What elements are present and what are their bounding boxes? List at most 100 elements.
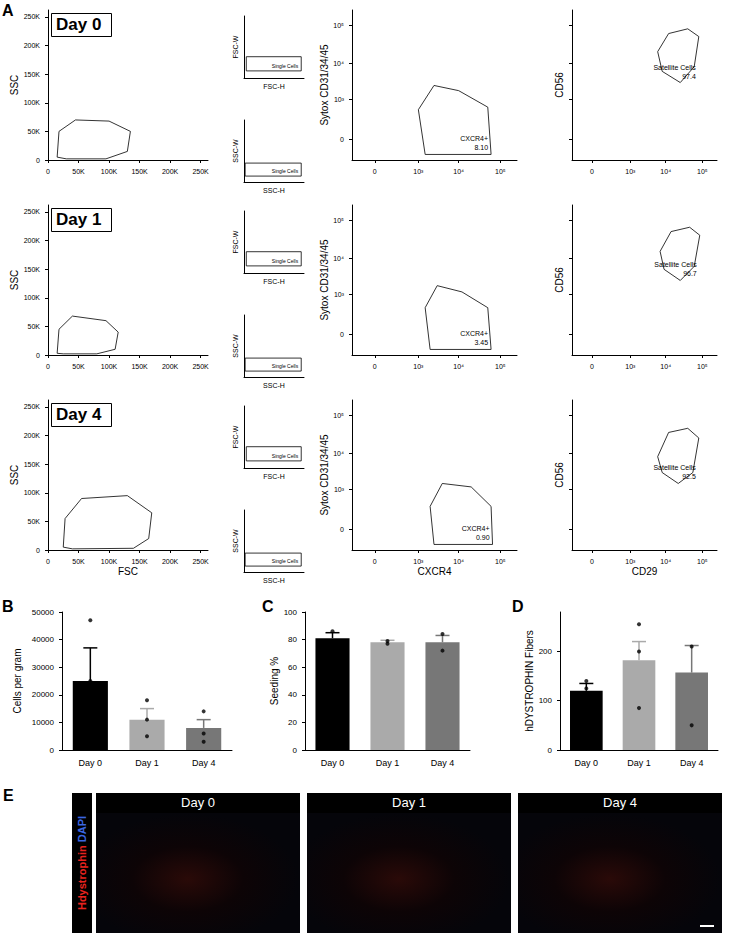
svg-text:10⁵: 10⁵ [697,168,708,175]
svg-text:20: 20 [288,718,297,727]
svg-text:CD56: CD56 [554,72,565,98]
svg-text:10⁴: 10⁴ [453,363,464,370]
svg-text:10³: 10³ [334,96,345,103]
svg-text:200K: 200K [162,168,179,175]
svg-text:B: B [2,598,14,615]
svg-text:SSC: SSC [9,465,20,486]
svg-text:CD56: CD56 [554,462,565,488]
svg-text:CD29: CD29 [632,566,658,577]
svg-text:150K: 150K [24,461,41,468]
svg-text:0: 0 [373,363,377,370]
svg-text:40: 40 [288,690,297,699]
svg-text:250K: 250K [192,363,209,370]
svg-text:10³: 10³ [413,363,424,370]
svg-text:10³: 10³ [625,363,636,370]
svg-text:250K: 250K [192,558,209,565]
svg-text:150K: 150K [131,363,148,370]
svg-text:Day 4: Day 4 [56,405,102,424]
svg-text:hDYSTROPHIN Fibers: hDYSTROPHIN Fibers [524,630,535,732]
svg-text:Sytox CD31/34/45: Sytox CD31/34/45 [319,239,330,321]
svg-text:200K: 200K [162,363,179,370]
svg-text:Day 1: Day 1 [56,210,101,229]
svg-text:Single Cells: Single Cells [272,558,299,564]
svg-text:100: 100 [284,608,298,617]
svg-text:10⁴: 10⁴ [660,168,671,175]
svg-text:CD56: CD56 [554,267,565,293]
svg-text:Sytox CD31/34/45: Sytox CD31/34/45 [319,434,330,516]
svg-text:Cells per gram: Cells per gram [12,648,23,713]
svg-text:10⁵: 10⁵ [495,558,506,565]
svg-text:10⁵: 10⁵ [697,558,708,565]
svg-text:10000: 10000 [32,718,55,727]
svg-text:0: 0 [340,136,344,143]
svg-text:60: 60 [288,663,297,672]
svg-text:Single Cells: Single Cells [272,453,299,459]
svg-text:0: 0 [293,746,298,755]
svg-text:10⁵: 10⁵ [697,363,708,370]
svg-text:10⁴: 10⁴ [660,363,671,370]
svg-text:10³: 10³ [334,291,345,298]
svg-text:Single Cells: Single Cells [272,258,299,264]
svg-text:Day 4: Day 4 [680,758,704,768]
svg-text:Single Cells: Single Cells [272,168,299,174]
svg-text:Day 0: Day 0 [321,758,345,768]
svg-text:0: 0 [36,352,40,359]
svg-text:10³: 10³ [413,558,424,565]
svg-text:200K: 200K [162,558,179,565]
svg-text:97.4: 97.4 [682,73,696,80]
svg-text:Sytox CD31/34/45: Sytox CD31/34/45 [319,44,330,126]
svg-text:Single Cells: Single Cells [272,63,299,69]
svg-text:30000: 30000 [32,663,55,672]
svg-text:0: 0 [590,168,594,175]
svg-text:10³: 10³ [625,168,636,175]
svg-text:250K: 250K [24,403,41,410]
svg-text:200: 200 [539,647,553,656]
svg-text:SSC-W: SSC-W [232,334,239,358]
svg-text:100K: 100K [101,168,118,175]
svg-text:Day 0: Day 0 [56,15,101,34]
svg-text:250K: 250K [192,168,209,175]
svg-text:Day 0: Day 0 [575,758,599,768]
svg-text:150K: 150K [24,266,41,273]
svg-text:0: 0 [548,746,553,755]
svg-text:Satellite Cells: Satellite Cells [653,64,696,71]
svg-text:250K: 250K [24,13,41,20]
svg-text:0: 0 [340,526,344,533]
svg-text:SSC-H: SSC-H [263,382,285,389]
svg-text:200K: 200K [24,432,41,439]
svg-text:A: A [2,2,14,19]
svg-text:FSC-H: FSC-H [263,83,284,90]
svg-text:Day 1: Day 1 [376,758,400,768]
svg-text:0: 0 [50,746,55,755]
svg-text:Day 0: Day 0 [79,758,103,768]
svg-text:10⁴: 10⁴ [333,450,344,457]
svg-text:100K: 100K [24,294,41,301]
svg-text:0: 0 [46,168,50,175]
svg-text:0: 0 [46,363,50,370]
svg-text:100K: 100K [101,558,118,565]
svg-text:50K: 50K [72,168,85,175]
svg-text:FSC-H: FSC-H [263,473,284,480]
svg-text:0: 0 [36,547,40,554]
svg-text:200K: 200K [24,42,41,49]
svg-text:Day 4: Day 4 [431,758,455,768]
svg-text:SSC-W: SSC-W [232,529,239,553]
svg-text:10³: 10³ [625,558,636,565]
svg-text:Day 1: Day 1 [135,758,159,768]
svg-text:8.10: 8.10 [474,144,488,151]
svg-text:100K: 100K [24,99,41,106]
svg-text:FSC-W: FSC-W [232,230,239,253]
svg-text:10⁵: 10⁵ [333,412,344,419]
svg-text:Satellite Cells: Satellite Cells [653,464,696,471]
svg-text:SSC-H: SSC-H [263,187,285,194]
svg-text:CXCR4: CXCR4 [418,566,452,577]
svg-text:Satellite Cells: Satellite Cells [654,261,697,268]
svg-text:10⁴: 10⁴ [453,558,464,565]
svg-text:Seeding %: Seeding % [269,657,280,705]
svg-text:100K: 100K [101,363,118,370]
svg-text:50K: 50K [28,128,41,135]
svg-text:FSC: FSC [118,566,138,577]
svg-text:Day 4: Day 4 [192,758,216,768]
svg-text:FSC-W: FSC-W [232,35,239,58]
svg-text:96.7: 96.7 [683,270,697,277]
